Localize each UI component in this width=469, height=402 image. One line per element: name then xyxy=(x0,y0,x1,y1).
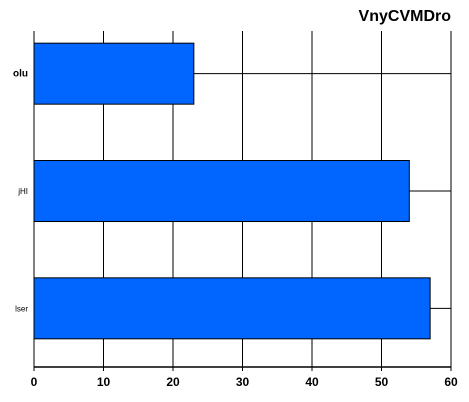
bar-jHI xyxy=(33,160,410,222)
x-tick-label-50: 50 xyxy=(375,375,389,389)
category-labels: olu jHI lser xyxy=(13,69,28,314)
category-label-olu: olu xyxy=(13,69,28,80)
x-tick-label-60: 60 xyxy=(444,375,458,389)
x-tick-label-20: 20 xyxy=(166,375,180,389)
bars xyxy=(33,42,431,340)
x-tick-label-40: 40 xyxy=(305,375,319,389)
bar-olu xyxy=(33,42,195,105)
category-label-jHI: jHI xyxy=(17,187,28,196)
x-tick-label-30: 30 xyxy=(236,375,250,389)
x-axis: 0 10 20 30 40 50 60 xyxy=(31,31,458,389)
x-tick-label-10: 10 xyxy=(97,375,111,389)
x-tick-label-0: 0 xyxy=(31,375,38,389)
chart-title: VnyCVMDro xyxy=(358,8,451,25)
category-label-lser: lser xyxy=(15,304,28,313)
bar-lser xyxy=(33,277,431,340)
